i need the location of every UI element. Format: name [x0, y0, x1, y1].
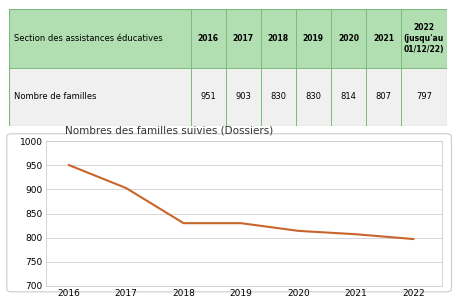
Text: 2016: 2016: [197, 34, 218, 43]
Text: 2019: 2019: [302, 34, 323, 43]
Text: 951: 951: [200, 92, 216, 102]
Text: Section des assistances éducatives: Section des assistances éducatives: [15, 34, 163, 43]
Text: 814: 814: [340, 92, 355, 102]
Text: Nombre de familles: Nombre de familles: [15, 92, 96, 102]
Text: 2017: 2017: [232, 34, 253, 43]
Text: 830: 830: [270, 92, 286, 102]
Text: 2020: 2020: [337, 34, 358, 43]
Text: 2021: 2021: [372, 34, 393, 43]
Text: 903: 903: [235, 92, 251, 102]
Text: 2022
(jusqu'au
01/12/22): 2022 (jusqu'au 01/12/22): [403, 23, 443, 54]
Bar: [9, 68, 446, 126]
Text: 797: 797: [415, 92, 431, 102]
Bar: [9, 9, 446, 68]
Text: 2018: 2018: [267, 34, 288, 43]
Text: 807: 807: [374, 92, 390, 102]
Text: 830: 830: [305, 92, 321, 102]
Text: Nombres des familles suivies (Dossiers): Nombres des familles suivies (Dossiers): [66, 125, 273, 135]
